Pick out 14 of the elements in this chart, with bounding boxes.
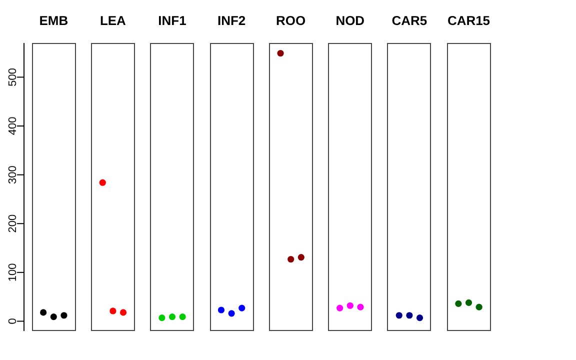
x-tick-label: NOD: [336, 13, 365, 28]
y-tick-label: 400: [7, 116, 19, 136]
x-tick-label: INF2: [217, 13, 246, 28]
x-tick-label: INF1: [158, 13, 186, 28]
y-tick-label: 100: [7, 263, 19, 282]
x-tick-label: CAR5: [392, 13, 428, 28]
y-tick-label: 300: [7, 166, 19, 184]
y-tick-label: 0: [7, 318, 19, 324]
x-tick-label: LEA: [100, 13, 127, 28]
y-tick-label: 200: [7, 214, 19, 233]
x-tick-label: CAR15: [447, 13, 490, 28]
x-tick-label: ROO: [276, 13, 306, 28]
y-tick-label: 500: [7, 68, 19, 86]
x-tick-label: EMB: [39, 13, 68, 28]
